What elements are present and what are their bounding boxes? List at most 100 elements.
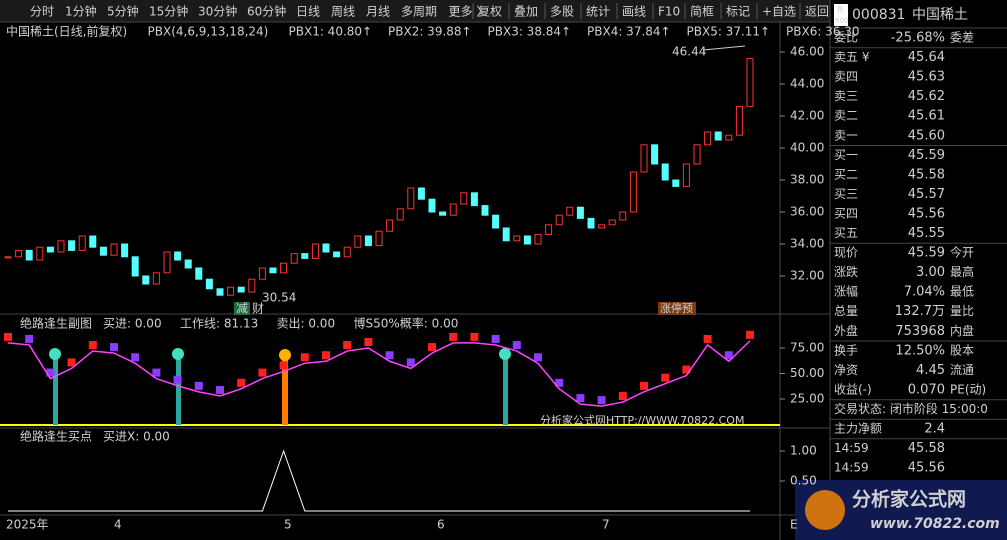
candle xyxy=(68,240,76,251)
y-tick-label: 38.00 xyxy=(790,173,824,187)
state-bar xyxy=(724,351,733,360)
candle xyxy=(354,235,362,248)
period-tab[interactable]: 月线 xyxy=(366,5,390,19)
candle xyxy=(311,243,319,259)
row-value: 45.57 xyxy=(908,187,945,202)
candle xyxy=(513,235,521,242)
candle xyxy=(216,288,224,296)
candle xyxy=(598,224,606,229)
row-value: 45.55 xyxy=(908,226,945,241)
tool-button[interactable]: 统计 xyxy=(586,5,610,19)
legend-text: 中国稀土(日线,前复权) xyxy=(6,24,127,39)
state-bar xyxy=(555,378,564,387)
period-tab[interactable]: 更多 〉 xyxy=(449,5,489,19)
row-label: 卖一 xyxy=(834,128,858,142)
row-label: 现价 xyxy=(834,246,858,260)
row-value: 45.56 xyxy=(908,461,945,476)
tool-button[interactable]: 叠加 xyxy=(514,5,538,19)
y-tick-label: 25.00 xyxy=(790,392,824,406)
candle xyxy=(619,211,627,221)
state-bar xyxy=(194,381,203,390)
candle xyxy=(174,251,182,261)
state-bar xyxy=(173,375,182,384)
tool-button[interactable]: +自选 xyxy=(762,5,796,19)
period-tab[interactable]: 30分钟 xyxy=(198,4,237,19)
row-label: 净资 xyxy=(834,363,858,377)
period-tab[interactable]: 周线 xyxy=(331,5,355,19)
candle xyxy=(629,171,637,213)
x-tick-label: 7 xyxy=(602,518,610,532)
stock-name: 中国稀土 xyxy=(912,7,968,23)
row-value: 45.58 xyxy=(908,441,945,456)
period-tab[interactable]: 15分钟 xyxy=(149,4,188,19)
candle xyxy=(78,235,86,251)
state-bar xyxy=(661,373,670,382)
candle xyxy=(205,278,213,290)
row-label: 股本 xyxy=(950,343,974,357)
legend-item: PBX5: 37.11↑ xyxy=(687,25,771,39)
y-tick-label: 36.00 xyxy=(790,205,824,219)
row-label: 总量 xyxy=(834,304,858,318)
x-tick-label: 5 xyxy=(284,518,292,532)
period-tab[interactable]: 60分钟 xyxy=(247,4,286,19)
row-label: 收益(-) xyxy=(834,382,872,396)
candle xyxy=(587,217,595,229)
row-label: 外盘 xyxy=(834,323,858,338)
row-label: 卖三 xyxy=(834,89,858,103)
row-value: 45.63 xyxy=(908,70,945,85)
state-bar xyxy=(682,365,691,374)
signal-icon xyxy=(49,348,61,360)
candle xyxy=(661,163,669,181)
period-tab[interactable]: 分时 xyxy=(30,5,54,19)
row-label: 买五 xyxy=(834,226,858,240)
row-value: 4.45 xyxy=(916,363,945,378)
period-tab[interactable]: 日线 xyxy=(296,5,320,19)
tag-box xyxy=(234,302,250,315)
tool-button[interactable]: 复权 xyxy=(478,5,502,19)
candle xyxy=(693,144,701,165)
tool-button[interactable]: 返回 xyxy=(805,5,829,19)
tool-button[interactable]: 标记 xyxy=(726,5,750,19)
candle xyxy=(89,235,97,248)
state-bar xyxy=(152,368,161,377)
tool-button[interactable]: 多股 xyxy=(550,5,574,19)
legend-item: PBX3: 38.84↑ xyxy=(488,25,572,39)
candle xyxy=(237,286,245,293)
candle xyxy=(576,206,584,219)
period-tab[interactable]: 5分钟 xyxy=(107,4,139,19)
candle xyxy=(110,243,118,256)
legend-item: PBX1: 40.80↑ xyxy=(289,25,373,39)
state-bar xyxy=(597,396,606,405)
state-bar xyxy=(237,378,246,387)
logo-icon xyxy=(805,490,845,530)
period-tab[interactable]: 多周期 xyxy=(401,5,437,19)
row-label: 最高 xyxy=(950,264,974,279)
candle xyxy=(534,233,542,245)
candle xyxy=(439,211,447,216)
signal-bar xyxy=(53,356,58,425)
state-bar xyxy=(300,353,309,362)
tool-button[interactable]: 简框 xyxy=(690,5,714,19)
signals xyxy=(49,348,511,425)
period-tab[interactable]: 1分钟 xyxy=(65,4,97,19)
candle xyxy=(364,235,372,247)
row-value: 45.59 xyxy=(908,246,945,261)
signal-bar xyxy=(503,356,508,425)
candle xyxy=(343,246,351,258)
state-bar xyxy=(322,351,330,360)
candle xyxy=(396,208,404,221)
row-value: 45.61 xyxy=(908,109,945,124)
tool-button[interactable]: F10 xyxy=(658,5,680,19)
row-label: 买一 xyxy=(834,148,858,162)
row-value: 753968 xyxy=(895,324,945,339)
candle xyxy=(704,131,712,146)
tag: 财 xyxy=(252,302,264,316)
state-bar xyxy=(216,385,224,394)
candle xyxy=(4,256,12,259)
y-tick-label: 44.00 xyxy=(790,77,824,91)
tool-button[interactable]: 画线 xyxy=(622,5,646,19)
candle xyxy=(15,249,23,258)
signal-icon xyxy=(172,348,184,360)
y-tick-label: 50.00 xyxy=(790,366,824,380)
